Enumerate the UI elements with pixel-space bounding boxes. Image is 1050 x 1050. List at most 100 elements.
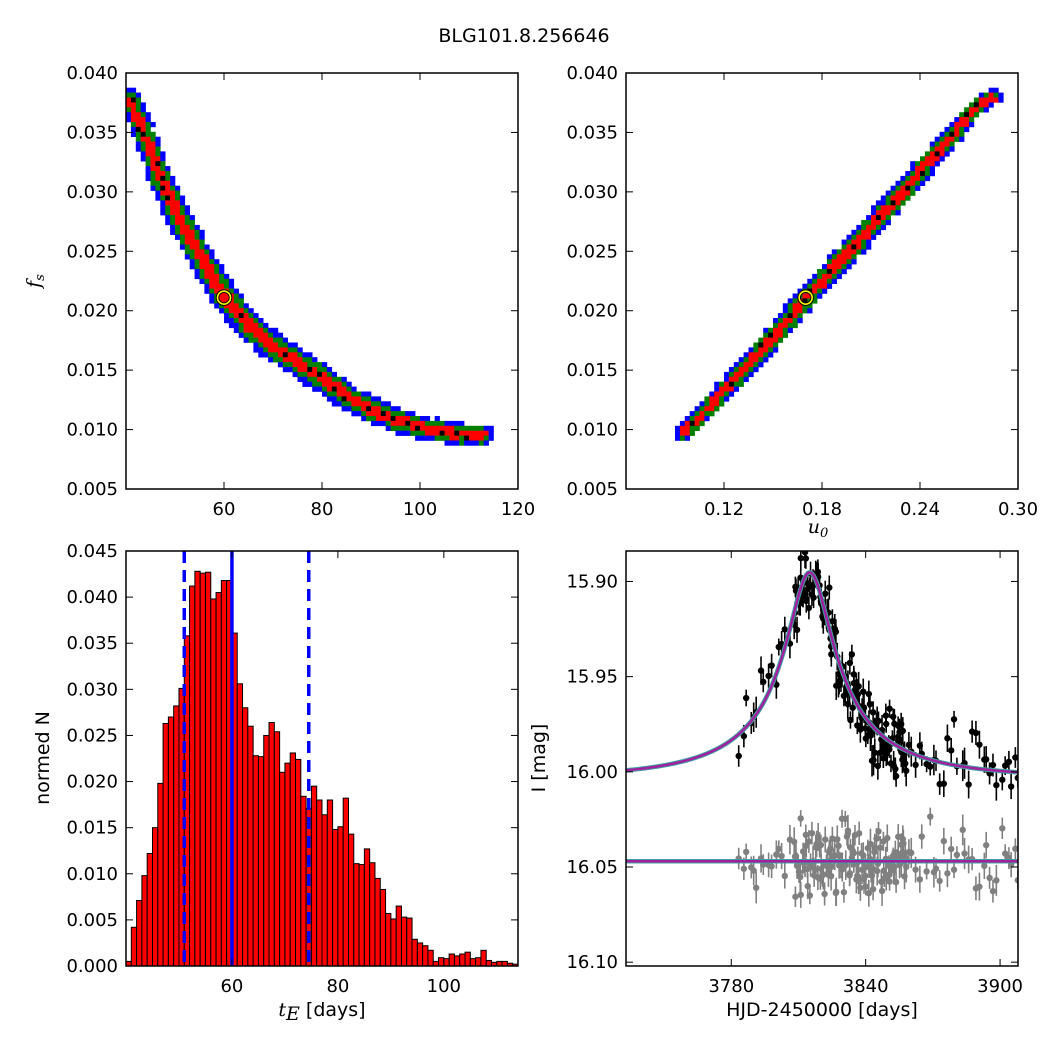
p1-sigma2-band-cell <box>277 337 284 343</box>
data-point <box>894 722 902 729</box>
p1-sigma1-band-cell <box>307 371 313 378</box>
p1-sigma1-band-cell <box>444 430 450 436</box>
p2-sigma1-band-cell <box>777 322 784 329</box>
panel-te-histogram: 60 80 100 0.000 0.005 0.010 0.015 0.020 0.025 0.0… <box>32 541 519 1025</box>
p2-sigma1-band-cell <box>988 92 994 98</box>
data-point <box>844 700 851 708</box>
p1-sigma3-band-cell <box>140 102 146 108</box>
p2-sigma1-band-cell <box>910 175 916 182</box>
p3-ytick-label: 0.005 <box>66 910 118 931</box>
p2-sigma1-band-cell <box>895 200 901 206</box>
p1-sigma1-band-cell <box>287 357 293 363</box>
p1-sigma1-band-cell <box>277 352 284 358</box>
p1-sigma1-band-cell <box>194 244 200 250</box>
p1-sigma3-band-cell <box>375 420 382 427</box>
p1-sigma1-band-cell <box>248 318 254 324</box>
p1-sigma1-band-cell <box>424 430 431 436</box>
p1-sigma1-band-cell <box>243 313 249 319</box>
p1-sigma3-band-cell <box>155 195 161 201</box>
p2-sigma3-band-cell <box>978 92 984 98</box>
p2-sigma2-band-cell <box>856 249 862 255</box>
residual-point <box>903 863 910 871</box>
p1-sigma2-band-cell <box>204 249 210 255</box>
p1-sigma3-band-cell <box>219 264 225 270</box>
p1-sigma3-band-cell <box>175 234 181 240</box>
p2-best-fit-marker <box>798 290 813 305</box>
p1-sigma2-band-cell <box>429 420 435 427</box>
p1-sigma1-band-cell <box>126 97 132 103</box>
p2-sigma1-band-cell <box>679 430 686 436</box>
p2-sigma1-band-cell <box>743 367 749 373</box>
histogram-bar <box>146 852 153 967</box>
p1-sigma1-band-cell <box>179 220 186 226</box>
residual-point <box>797 891 804 899</box>
p1-sigma1-band-cell <box>238 318 244 324</box>
data-point <box>1007 783 1015 790</box>
p1-sigma2-band-cell <box>204 278 210 284</box>
histogram-bar <box>257 756 265 967</box>
residual-point <box>953 851 961 859</box>
p2-sigma3-band-cell <box>831 278 837 284</box>
p2-sigma1-band-cell <box>694 416 700 422</box>
p1-sigma1-band-cell <box>263 332 269 338</box>
p4-ytick-label: 15.95 <box>566 667 618 688</box>
p1-sigma3-band-cell <box>331 401 337 407</box>
p1-sigma1-band-cell <box>243 322 249 329</box>
p2-sigma3-band-cell <box>939 156 945 162</box>
p1-sigma2-band-cell <box>317 367 323 373</box>
histogram-bar <box>406 917 413 967</box>
p1-sigma1-band-cell <box>385 416 391 422</box>
residual-point <box>1014 877 1018 884</box>
p2-sigma1-band-cell <box>738 371 744 378</box>
p1-sigma2-band-cell <box>351 391 357 397</box>
p1-sigma1-band-cell <box>385 411 391 417</box>
histogram-bar <box>310 785 318 967</box>
p2-sigma3-band-cell <box>875 229 882 235</box>
p2-sigma2-band-cell <box>763 332 769 338</box>
residual-point <box>891 863 898 871</box>
p2-sigma2-band-cell <box>949 141 955 147</box>
p1-sigma3-band-cell <box>199 278 205 284</box>
p1-sigma1-band-cell <box>366 411 372 417</box>
panel-te-fs: 60 80 100 120 0.005 0.010 0.015 0.020 0.025 0.030… <box>23 63 535 520</box>
residual-point <box>912 866 919 873</box>
p3-ytick-label: 0.040 <box>66 587 118 608</box>
histogram-bar <box>369 862 376 967</box>
p1-sigma2-band-cell <box>420 430 426 436</box>
p2-sigma2-band-cell <box>939 136 945 142</box>
p1-ytick-label: 0.040 <box>66 63 118 84</box>
p1-sigma2-band-cell <box>307 376 313 382</box>
p2-sigma3-band-cell <box>817 293 823 299</box>
p1-sigma2-band-cell <box>194 264 200 270</box>
p1-sigma2-band-cell <box>155 185 161 191</box>
p2-sigma1-band-cell <box>875 220 882 226</box>
p2-sigma2-band-cell <box>738 362 744 368</box>
p2-sigma3-band-cell <box>910 161 916 167</box>
p1-best-cell <box>405 420 411 426</box>
residual-point <box>842 815 849 823</box>
p1-best-cell <box>439 430 445 436</box>
p1-sigma1-band-cell <box>297 367 303 373</box>
p1-sigma2-band-cell <box>135 136 141 142</box>
p1-sigma2-band-cell <box>130 92 137 98</box>
p1-sigma1-band-cell <box>209 273 215 280</box>
p1-sigma2-band-cell <box>263 327 269 333</box>
p1-sigma2-band-cell <box>135 107 141 113</box>
p1-sigma2-band-cell <box>219 273 225 280</box>
p1-sigma1-band-cell <box>415 420 421 427</box>
p2-sigma3-band-cell <box>895 210 901 216</box>
p1-sigma1-band-cell <box>170 190 176 196</box>
p2-sigma3-band-cell <box>885 190 891 196</box>
p2-sigma1-band-cell <box>866 234 872 240</box>
p2-sigma3-band-cell <box>856 224 862 231</box>
p1-sigma1-band-cell <box>277 347 284 353</box>
p1-sigma1-band-cell <box>175 220 181 226</box>
p1-sigma3-band-cell <box>454 440 460 446</box>
p2-sigma3-band-cell <box>871 234 877 240</box>
p2-sigma1-band-cell <box>929 156 935 162</box>
p2-sigma2-band-cell <box>885 195 891 201</box>
p2-sigma1-band-cell <box>949 136 955 142</box>
p2-sigma1-band-cell <box>871 215 877 221</box>
p1-sigma2-band-cell <box>135 97 141 103</box>
p2-best-cell <box>728 381 734 387</box>
